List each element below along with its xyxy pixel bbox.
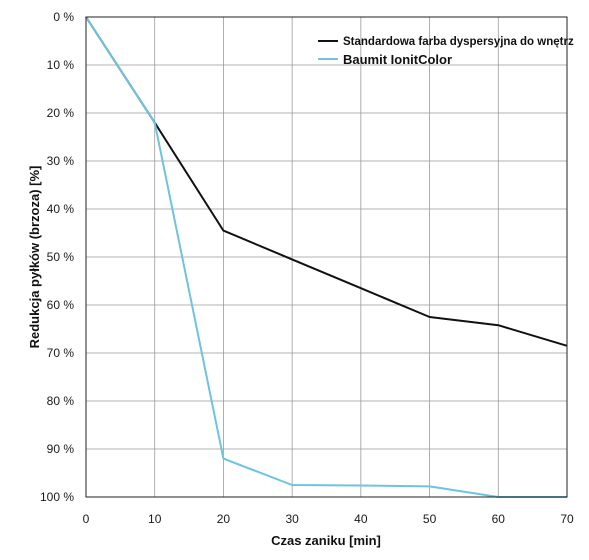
y-tick-label: 80 % (47, 394, 75, 408)
x-tick-label: 0 (83, 512, 90, 526)
plot-frame (85, 16, 568, 498)
tick-labels: 0 10 20 30 40 50 60 70 0 % 10 % 20 % 30 % 40 % 50 % 60… (40, 10, 574, 526)
x-tick-label: 20 (217, 512, 231, 526)
y-tick-label: 0 % (53, 10, 74, 24)
series-line-standard (85, 16, 568, 347)
x-axis-title: Czas zaniku [min] (271, 533, 381, 548)
series-line-ionitcolor (85, 16, 567, 498)
y-tick-label: 100 % (40, 490, 74, 504)
y-tick-label: 20 % (47, 106, 75, 120)
y-tick-label: 50 % (47, 250, 75, 264)
y-axis-title: Redukcja pyłków (brzoza) [%] (27, 166, 42, 349)
legend: Standardowa farba dyspersyjna do wnętrz … (318, 36, 574, 67)
y-tick-label: 30 % (47, 154, 75, 168)
y-tick-label: 60 % (47, 298, 75, 312)
y-tick-label: 10 % (47, 58, 75, 72)
x-tick-label: 10 (148, 512, 162, 526)
x-tick-label: 70 (560, 512, 574, 526)
x-tick-label: 30 (285, 512, 299, 526)
y-tick-label: 70 % (47, 346, 75, 360)
x-tick-label: 50 (423, 512, 437, 526)
x-tick-label: 60 (492, 512, 506, 526)
grid (86, 17, 567, 497)
series-lines (85, 16, 568, 498)
legend-label-standard: Standardowa farba dyspersyjna do wnętrz (343, 36, 574, 48)
y-tick-label: 90 % (47, 442, 75, 456)
legend-label-ionitcolor: Baumit IonitColor (343, 52, 452, 67)
y-tick-label: 40 % (47, 202, 75, 216)
x-tick-label: 40 (354, 512, 368, 526)
